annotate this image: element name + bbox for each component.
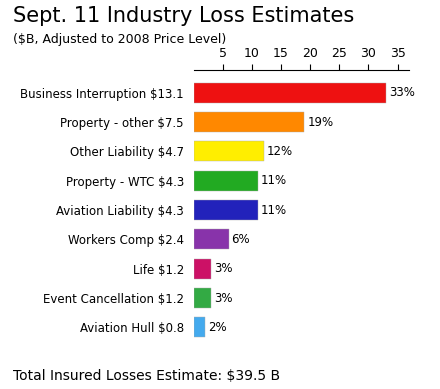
Text: 19%: 19% [307, 116, 334, 128]
Bar [194, 200, 258, 220]
Bar [194, 230, 228, 249]
Text: 33%: 33% [389, 86, 414, 99]
Bar [194, 112, 304, 132]
Text: Sept. 11 Industry Loss Estimates: Sept. 11 Industry Loss Estimates [13, 6, 355, 26]
Text: Total Insured Losses Estimate: $39.5 B: Total Insured Losses Estimate: $39.5 B [13, 369, 280, 383]
Text: 3%: 3% [214, 292, 232, 305]
Bar [194, 259, 211, 279]
Text: 6%: 6% [231, 233, 250, 246]
Bar [194, 171, 258, 191]
Text: 11%: 11% [260, 203, 287, 217]
Text: 12%: 12% [267, 145, 293, 158]
Bar [194, 83, 386, 103]
Text: 11%: 11% [260, 174, 287, 187]
Text: 3%: 3% [214, 262, 232, 275]
Bar [194, 317, 205, 337]
Text: 2%: 2% [208, 321, 227, 334]
Text: ($B, Adjusted to 2008 Price Level): ($B, Adjusted to 2008 Price Level) [13, 33, 227, 46]
Bar [194, 142, 264, 161]
Bar [194, 288, 211, 308]
